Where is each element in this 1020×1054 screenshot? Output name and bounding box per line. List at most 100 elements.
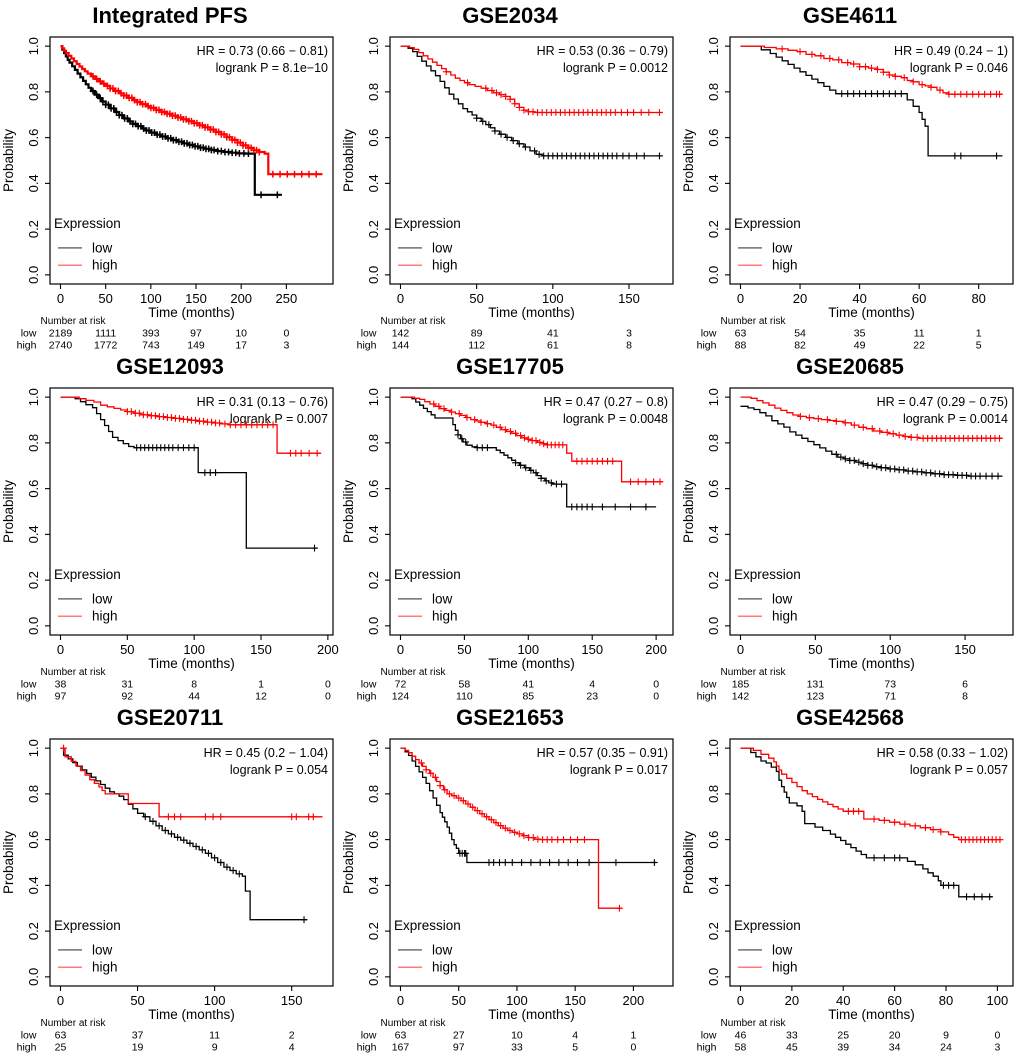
legend-label-low: low — [772, 591, 793, 606]
risk-row-label-high: high — [357, 1042, 377, 1054]
risk-value: 73 — [884, 679, 896, 691]
risk-table-heading: Number at risk — [720, 316, 786, 327]
x-tick-label: 80 — [939, 993, 953, 1008]
y-tick-label: 0.8 — [366, 83, 381, 101]
km-curve-low — [400, 396, 657, 508]
legend-label-high: high — [92, 609, 118, 624]
x-axis-label: Time (months) — [148, 1007, 235, 1022]
km-plot: 0.0 0.2 0.4 0.6 0.8 1.0 0 50 100 150 Time (months)… — [1, 738, 334, 1053]
y-tick-label: 1.0 — [706, 37, 721, 55]
panel-title: GSE12093 — [116, 354, 224, 379]
annotation-logrank: logrank P = 0.046 — [910, 61, 1008, 75]
risk-row-label-high: high — [17, 340, 37, 352]
risk-value: 131 — [807, 679, 825, 691]
y-tick-label: 0.2 — [366, 220, 381, 238]
censor-marks-high — [60, 744, 317, 821]
x-tick-label: 0 — [737, 993, 744, 1008]
y-tick-label: 0.4 — [366, 174, 381, 192]
risk-value: 44 — [188, 691, 200, 703]
x-axis-label: Time (months) — [828, 305, 915, 320]
panel-title: GSE42568 — [796, 705, 904, 730]
x-tick-label: 50 — [130, 993, 144, 1008]
x-tick-label: 40 — [852, 291, 866, 306]
x-tick-label: 0 — [397, 642, 404, 657]
risk-value: 10 — [235, 328, 247, 340]
plot-box — [49, 36, 334, 285]
risk-value: 24 — [940, 1042, 952, 1054]
annotation-logrank: logrank P = 0.057 — [910, 763, 1008, 777]
risk-row-label-high: high — [17, 691, 37, 703]
censor-marks-low — [89, 87, 281, 199]
x-tick-label: 0 — [397, 291, 404, 306]
risk-value: 393 — [142, 328, 160, 340]
risk-table-heading: Number at risk — [380, 316, 446, 327]
risk-row-label-low: low — [361, 328, 377, 340]
y-tick-label: 1.0 — [706, 739, 721, 757]
x-tick-label: 0 — [57, 993, 64, 1008]
risk-value: 97 — [453, 1042, 465, 1054]
risk-value: 89 — [471, 328, 483, 340]
risk-value: 82 — [794, 340, 806, 352]
y-axis-label: Probability — [341, 831, 356, 894]
y-tick-label: 0.0 — [706, 968, 721, 986]
y-tick-label: 0.4 — [706, 876, 721, 894]
plot-box — [729, 36, 1014, 285]
legend-title: Expression — [734, 567, 801, 582]
y-axis-label: Probability — [681, 831, 696, 894]
risk-value: 37 — [132, 1030, 144, 1042]
annotation-logrank: logrank P = 0.054 — [230, 763, 328, 777]
censor-marks-low — [832, 450, 1002, 480]
annotation-hr: HR = 0.53 (0.36 − 0.79) — [537, 44, 668, 58]
legend-label-low: low — [92, 942, 113, 957]
annotation-logrank: logrank P = 0.0012 — [563, 61, 668, 75]
risk-value: 5 — [572, 1042, 578, 1054]
y-tick-label: 1.0 — [26, 388, 41, 406]
x-tick-label: 100 — [506, 993, 528, 1008]
risk-value: 9 — [943, 1030, 949, 1042]
y-tick-label: 0.8 — [366, 785, 381, 803]
legend-title: Expression — [394, 918, 461, 933]
y-tick-label: 0.0 — [366, 968, 381, 986]
legend-label-high: high — [92, 960, 118, 975]
x-tick-label: 50 — [457, 642, 471, 657]
risk-value: 110 — [456, 691, 473, 703]
x-axis-label: Time (months) — [828, 656, 915, 671]
legend-label-low: low — [92, 591, 113, 606]
panel-title: Integrated PFS — [92, 3, 248, 28]
risk-value: 92 — [121, 691, 133, 703]
y-tick-label: 0.6 — [366, 831, 381, 849]
km-plot: 0.0 0.2 0.4 0.6 0.8 1.0 0 20 40 60 80 Time (months)… — [681, 36, 1014, 352]
x-axis-label: Time (months) — [488, 305, 575, 320]
risk-value: 2 — [289, 1030, 295, 1042]
x-tick-label: 150 — [564, 993, 586, 1008]
annotation-logrank: logrank P = 0.0048 — [563, 412, 668, 426]
censor-marks-low — [454, 431, 650, 511]
x-tick-label: 100 — [879, 642, 901, 657]
y-tick-label: 0.4 — [706, 174, 721, 192]
risk-value: 2189 — [49, 328, 73, 340]
y-tick-label: 0.2 — [26, 571, 41, 589]
x-tick-label: 200 — [623, 993, 645, 1008]
plot-box — [729, 738, 1014, 987]
censor-marks-high — [89, 72, 320, 178]
y-tick-label: 0.6 — [706, 480, 721, 498]
risk-value: 6 — [962, 679, 968, 691]
risk-value: 0 — [994, 1030, 1000, 1042]
risk-value: 39 — [837, 1042, 849, 1054]
legend-title: Expression — [734, 216, 801, 231]
risk-value: 142 — [732, 691, 750, 703]
y-tick-label: 0.8 — [366, 434, 381, 452]
risk-value: 3 — [283, 340, 289, 352]
legend-title: Expression — [54, 216, 121, 231]
y-tick-label: 1.0 — [366, 37, 381, 55]
legend-title: Expression — [54, 918, 121, 933]
risk-row-label-low: low — [21, 328, 37, 340]
x-tick-label: 50 — [808, 642, 822, 657]
plot-box — [389, 36, 674, 285]
panel-title: GSE17705 — [456, 354, 564, 379]
x-tick-label: 0 — [397, 993, 404, 1008]
risk-value: 34 — [889, 1042, 901, 1054]
risk-row-label-low: low — [21, 679, 37, 691]
risk-value: 149 — [187, 340, 205, 352]
